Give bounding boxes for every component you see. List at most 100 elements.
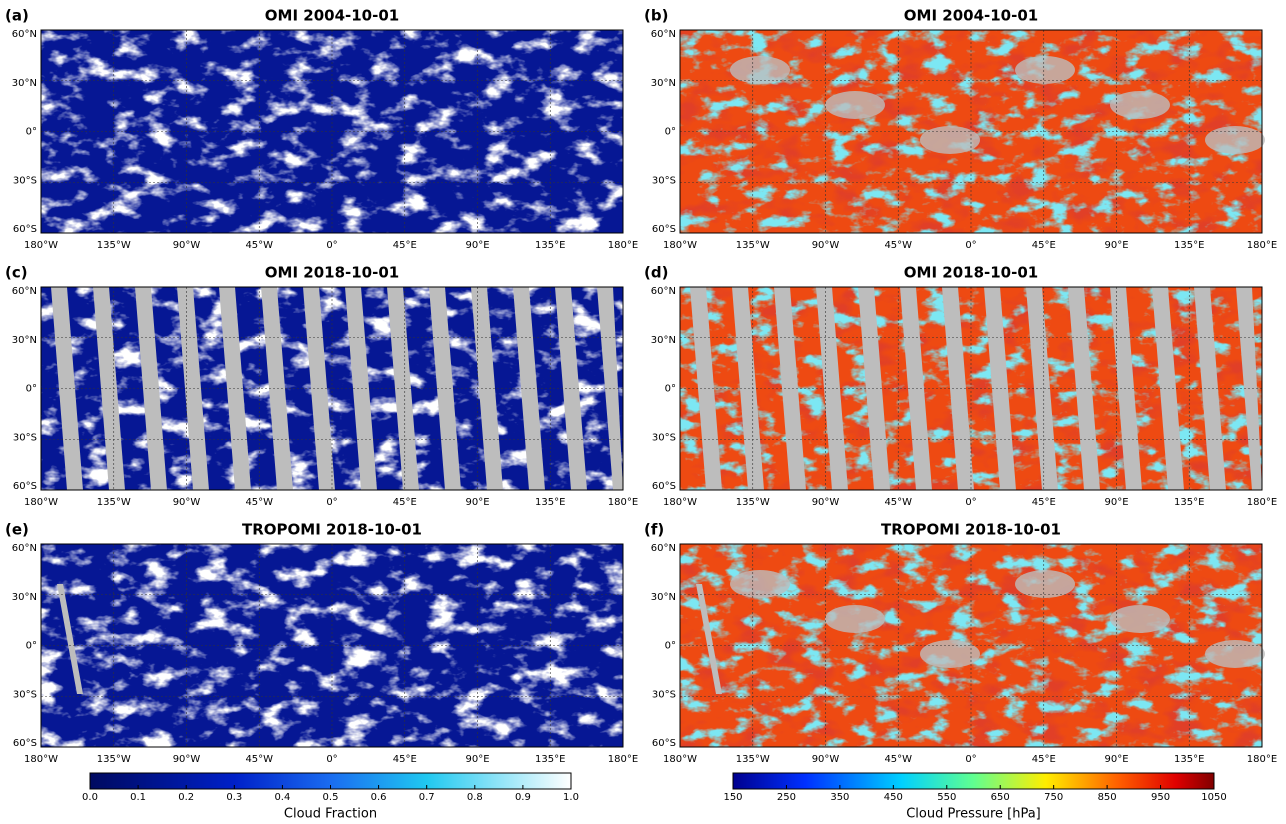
lon-tick-label: 180°W — [24, 754, 58, 765]
panel-title: TROPOMI 2018-10-01 — [242, 521, 422, 539]
lat-tick-label: 60°S — [13, 481, 37, 492]
panel-title: TROPOMI 2018-10-01 — [881, 521, 1061, 539]
lat-tick-label: 30°N — [651, 78, 676, 89]
map-frame — [679, 286, 1263, 491]
lon-tick-label: 45°E — [393, 497, 417, 508]
lon-tick-label: 90°E — [465, 240, 489, 251]
lat-tick-label: 60°S — [652, 481, 676, 492]
land-gray — [730, 570, 790, 598]
lon-tick-label: 45°E — [393, 240, 417, 251]
lon-tick-label: 45°E — [393, 754, 417, 765]
lat-tick-label: 0° — [665, 384, 676, 395]
map-frame — [679, 29, 1263, 234]
lon-tick-label: 135°E — [1174, 240, 1204, 251]
colorbar-tick-label: 350 — [830, 792, 849, 803]
lat-tick-label: 30°S — [13, 689, 37, 700]
lat-tick-label: 0° — [26, 384, 37, 395]
lon-tick-label: 90°W — [173, 754, 201, 765]
lon-tick-label: 180°W — [24, 497, 58, 508]
lon-tick-label: 90°W — [173, 497, 201, 508]
land-gray — [1110, 605, 1170, 633]
panel-label: (f) — [644, 521, 664, 539]
lon-tick-label: 45°W — [245, 240, 273, 251]
lat-tick-label: 30°N — [651, 592, 676, 603]
lat-tick-label: 60°S — [13, 224, 37, 235]
lat-tick-label: 0° — [26, 127, 37, 138]
lon-tick-label: 180°E — [608, 754, 638, 765]
colorbar-tick-label: 250 — [777, 792, 796, 803]
lon-tick-label: 180°W — [24, 240, 58, 251]
lon-tick-label: 135°W — [736, 754, 770, 765]
lon-tick-label: 45°W — [884, 497, 912, 508]
lon-tick-label: 135°E — [1174, 497, 1204, 508]
land-gray — [1205, 126, 1265, 154]
lon-tick-label: 135°W — [736, 240, 770, 251]
lon-tick-label: 180°E — [1247, 240, 1277, 251]
lat-tick-label: 30°N — [651, 335, 676, 346]
land-gray — [1110, 91, 1170, 119]
lon-tick-label: 180°W — [663, 240, 697, 251]
lon-tick-label: 45°E — [1032, 497, 1056, 508]
colorbar-tick-label: 0.0 — [82, 792, 98, 803]
colorbar-label: Cloud Fraction — [284, 807, 377, 822]
lon-tick-label: 90°E — [1104, 497, 1128, 508]
lon-tick-label: 45°W — [245, 754, 273, 765]
lat-tick-label: 60°S — [13, 738, 37, 749]
lat-tick-label: 30°S — [652, 175, 676, 186]
lat-tick-label: 60°N — [12, 286, 37, 297]
lat-tick-label: 60°N — [12, 543, 37, 554]
lat-tick-label: 60°N — [651, 286, 676, 297]
lat-tick-label: 30°N — [12, 592, 37, 603]
colorbar-label: Cloud Pressure [hPa] — [906, 807, 1041, 822]
land-gray — [1015, 56, 1075, 84]
colorbar-tick-label: 850 — [1098, 792, 1117, 803]
land-gray — [1205, 640, 1265, 668]
panel-title: OMI 2018-10-01 — [265, 264, 399, 282]
lon-tick-label: 180°E — [608, 497, 638, 508]
map-frame — [40, 543, 624, 748]
lat-tick-label: 60°N — [651, 543, 676, 554]
lon-tick-label: 90°E — [465, 497, 489, 508]
panel-title: OMI 2018-10-01 — [904, 264, 1038, 282]
lon-tick-label: 45°E — [1032, 754, 1056, 765]
panel-title: OMI 2004-10-01 — [265, 7, 399, 25]
lon-tick-label: 0° — [326, 240, 337, 251]
lon-tick-label: 135°W — [97, 497, 131, 508]
lon-tick-label: 90°E — [1104, 754, 1128, 765]
land-gray — [730, 56, 790, 84]
lat-tick-label: 0° — [665, 641, 676, 652]
panel-label: (d) — [644, 264, 668, 282]
land-gray — [1015, 570, 1075, 598]
lon-tick-label: 90°W — [812, 497, 840, 508]
lon-tick-label: 135°W — [97, 240, 131, 251]
lon-tick-label: 180°E — [1247, 754, 1277, 765]
lon-tick-label: 0° — [965, 754, 976, 765]
lon-tick-label: 135°E — [535, 497, 565, 508]
map-frame — [40, 29, 624, 234]
lon-tick-label: 0° — [326, 754, 337, 765]
panel-label: (c) — [5, 264, 28, 282]
lon-tick-label: 135°E — [535, 240, 565, 251]
map-frame — [40, 286, 624, 491]
lon-tick-label: 90°E — [1104, 240, 1128, 251]
lon-tick-label: 135°E — [1174, 754, 1204, 765]
colorbar-tick-label: 0.7 — [419, 792, 435, 803]
colorbar — [732, 772, 1215, 790]
land-gray — [825, 91, 885, 119]
colorbar-tick-label: 0.4 — [274, 792, 290, 803]
lon-tick-label: 180°E — [1247, 497, 1277, 508]
lon-tick-label: 45°W — [884, 240, 912, 251]
lat-tick-label: 60°S — [652, 738, 676, 749]
colorbar-tick-label: 0.9 — [515, 792, 531, 803]
lon-tick-label: 0° — [965, 240, 976, 251]
lon-tick-label: 90°W — [812, 240, 840, 251]
colorbar-tick-label: 0.1 — [130, 792, 146, 803]
colorbar-tick-label: 950 — [1151, 792, 1170, 803]
land-gray — [825, 605, 885, 633]
lon-tick-label: 180°W — [663, 754, 697, 765]
lat-tick-label: 30°S — [13, 432, 37, 443]
lon-tick-label: 135°W — [736, 497, 770, 508]
lon-tick-label: 135°E — [535, 754, 565, 765]
